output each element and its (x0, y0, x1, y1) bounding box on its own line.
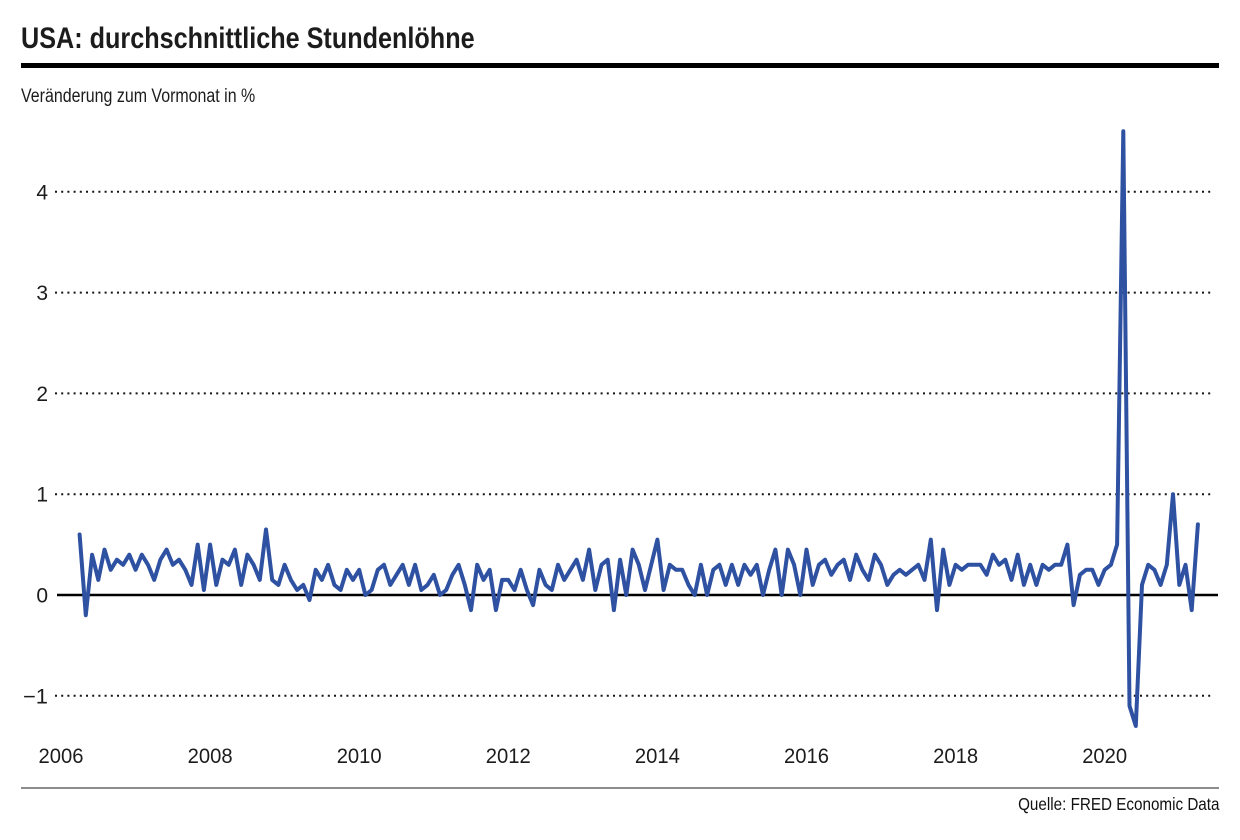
x-tick-label: 2014 (635, 744, 680, 768)
y-tick-label: 4 (36, 181, 48, 204)
x-tick-label: 2008 (188, 744, 233, 768)
y-tick-label: 0 (36, 585, 48, 608)
data-line (77, 129, 1200, 728)
source-row: Quelle: FRED Economic Data (988, 794, 1219, 815)
axis-unit-label: Veränderung zum Vormonat in % (21, 86, 256, 107)
y-tick-label: 3 (36, 282, 48, 305)
y-tick-label: 1 (36, 484, 48, 507)
page-title: USA: durchschnittliche Stundenlöhne (21, 22, 475, 55)
x-tick-label: 2012 (486, 744, 531, 768)
x-tick-label: 2018 (933, 744, 978, 768)
x-tick-label: 2006 (39, 744, 84, 768)
chart-header: USA: durchschnittliche Stundenlöhne (21, 22, 561, 56)
x-tick-label: 2016 (784, 744, 829, 768)
title-divider (21, 63, 1219, 68)
chart-subtitle-row: Veränderung zum Vormonat in % (21, 86, 300, 108)
x-tick-label: 2020 (1082, 744, 1127, 768)
y-tick-label: 2 (36, 383, 48, 406)
footer-divider (21, 787, 1219, 789)
x-tick-label: 2010 (337, 744, 382, 768)
y-tick-label: −1 (23, 685, 48, 708)
source-credit: Quelle: FRED Economic Data (1017, 794, 1219, 814)
